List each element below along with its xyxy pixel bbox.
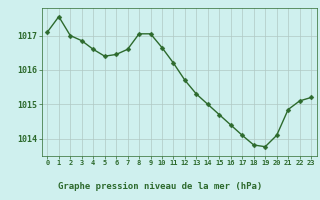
Text: Graphe pression niveau de la mer (hPa): Graphe pression niveau de la mer (hPa) (58, 182, 262, 191)
